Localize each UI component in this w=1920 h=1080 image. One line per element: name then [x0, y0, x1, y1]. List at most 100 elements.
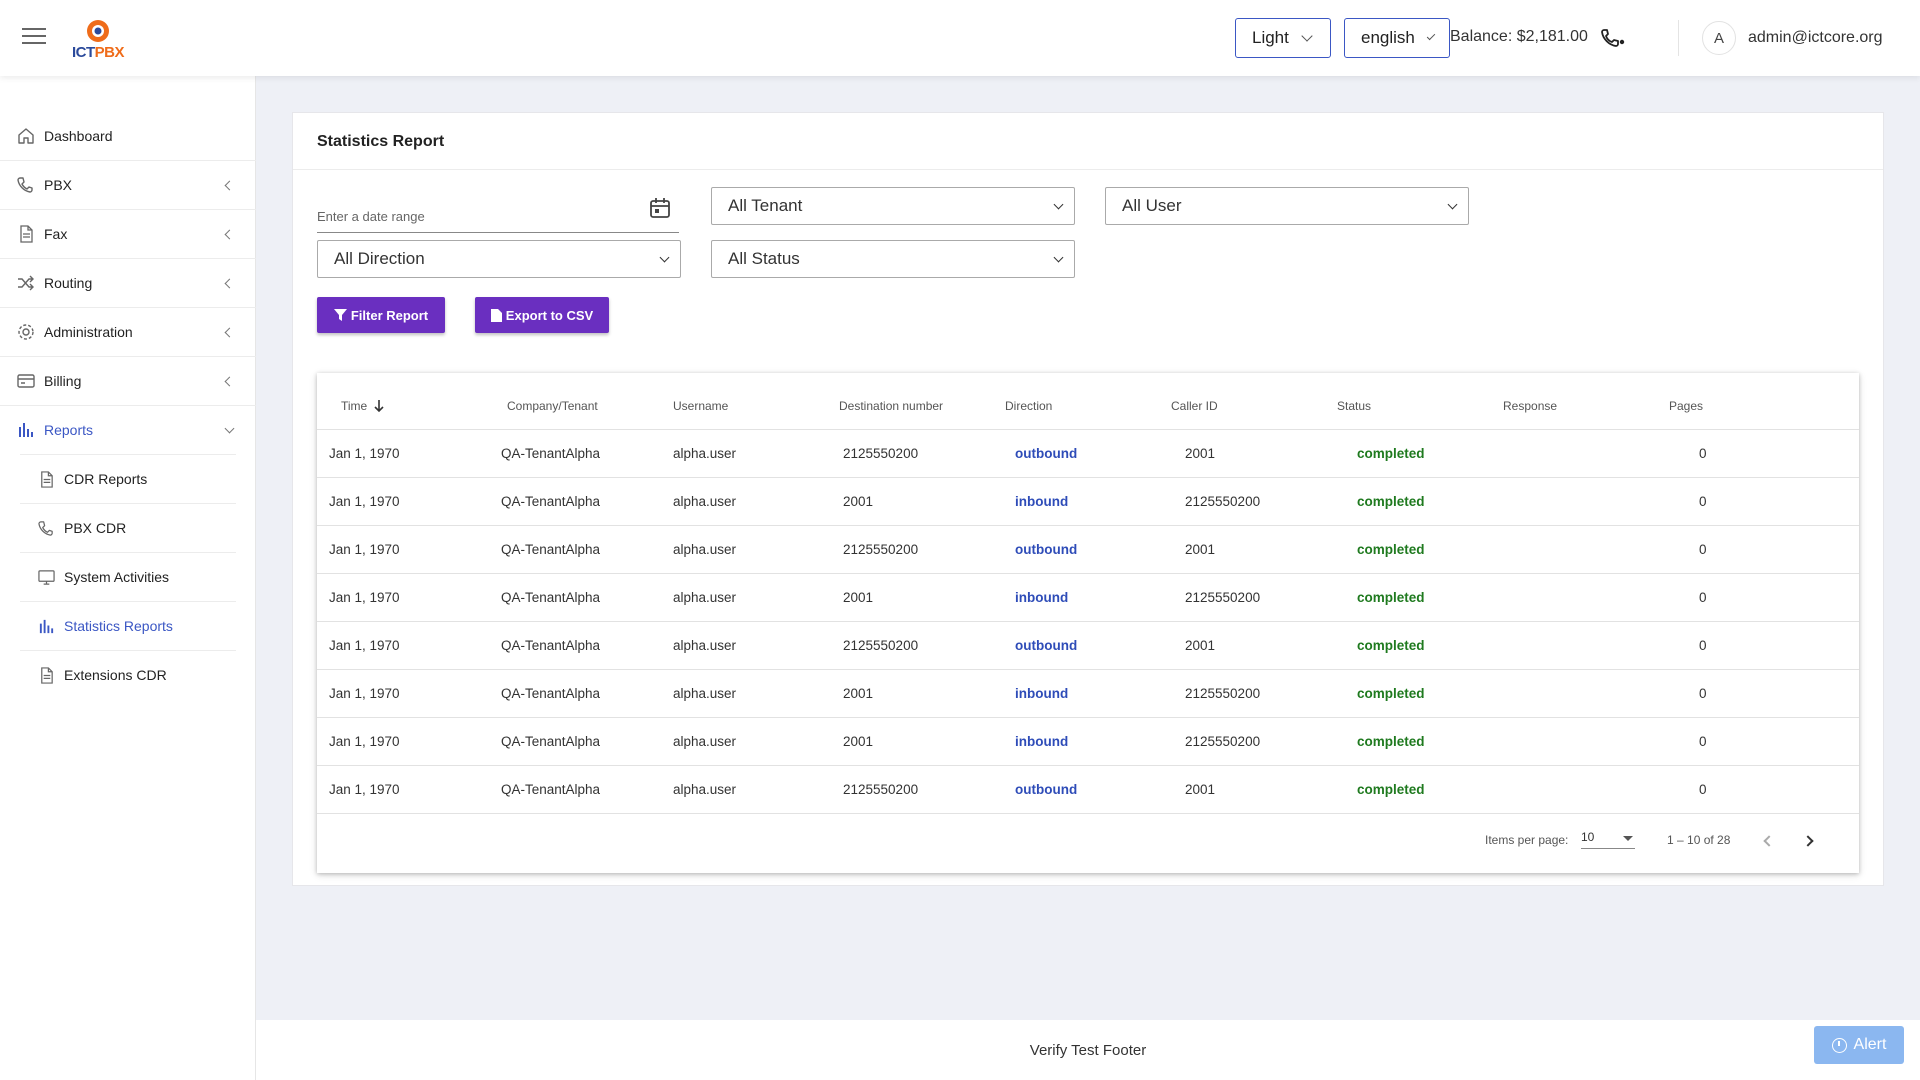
cell-direction: outbound: [1015, 782, 1078, 797]
sidebar-item-label: Reports: [44, 422, 94, 438]
divider: [293, 169, 1883, 170]
statistics-report-card: Statistics Report All Tenant All User Al…: [292, 112, 1884, 886]
divider: [317, 429, 1859, 430]
cell-username: alpha.user: [673, 590, 737, 605]
cell-caller-id: 2001: [1185, 446, 1216, 461]
document-icon: [41, 470, 53, 488]
chevron-left-icon: [224, 229, 235, 239]
chevron-right-icon: [1802, 835, 1814, 847]
calendar-icon[interactable]: [649, 197, 671, 219]
sidebar-item-billing[interactable]: Billing: [0, 357, 256, 405]
next-page-button[interactable]: [1799, 829, 1823, 853]
chevron-left-icon: [224, 327, 235, 337]
column-header-time[interactable]: Time: [341, 399, 386, 413]
divider: [20, 552, 236, 553]
chevron-down-icon: [224, 423, 235, 433]
cell-pages: 0: [1699, 686, 1707, 701]
bar-chart-icon: [39, 619, 54, 633]
sidebar-item-label: Administration: [44, 324, 133, 340]
column-header-response: Response: [1503, 399, 1558, 413]
sidebar-subitem-system-activities[interactable]: System Activities: [38, 553, 236, 601]
column-header-direction: Direction: [1005, 399, 1053, 413]
chevron-left-icon: [224, 376, 235, 386]
pagination-range: 1 – 10 of 28: [1667, 833, 1731, 847]
alert-button[interactable]: Alert: [1814, 1026, 1904, 1064]
column-header-status: Status: [1337, 399, 1372, 413]
sidebar-subitem-extensions-cdr[interactable]: Extensions CDR: [38, 651, 236, 699]
sort-arrow-down-icon: [374, 400, 384, 413]
logo-text: ICTPBX: [72, 44, 125, 61]
cell-direction: inbound: [1015, 494, 1069, 509]
cell-username: alpha.user: [673, 446, 737, 461]
cell-time: Jan 1, 1970: [329, 734, 400, 749]
previous-page-button[interactable]: [1757, 829, 1781, 853]
cell-pages: 0: [1699, 446, 1707, 461]
sidebar-item-fax[interactable]: Fax: [0, 210, 256, 258]
cell-status: completed: [1357, 494, 1425, 509]
header-divider: [1678, 20, 1679, 56]
sidebar-item-administration[interactable]: Administration: [0, 308, 256, 356]
phone-icon[interactable]: [1600, 27, 1626, 49]
tenant-select[interactable]: All Tenant: [711, 187, 1075, 225]
sidebar-subitem-label: Statistics Reports: [64, 618, 173, 634]
table-row: Jan 1, 1970 QA-TenantAlpha alpha.user 20…: [317, 670, 1859, 718]
column-header-destination: Destination number: [839, 399, 944, 413]
avatar[interactable]: A: [1702, 21, 1736, 55]
user-select[interactable]: All User: [1105, 187, 1469, 225]
items-per-page-value: 10: [1581, 830, 1595, 844]
status-select[interactable]: All Status: [711, 240, 1075, 278]
cell-destination: 2125550200: [843, 446, 919, 461]
filter-report-label: Filter Report: [350, 307, 429, 323]
table-row: Jan 1, 1970 QA-TenantAlpha alpha.user 21…: [317, 766, 1859, 814]
sidebar-subitem-pbx-cdr[interactable]: PBX CDR: [38, 504, 236, 552]
date-range-input[interactable]: [317, 193, 679, 233]
filter-icon: [333, 308, 347, 321]
chevron-down-icon: [1426, 31, 1436, 40]
filter-report-button[interactable]: Filter Report: [317, 297, 445, 333]
cell-username: alpha.user: [673, 686, 737, 701]
sidebar-item-dashboard[interactable]: Dashboard: [0, 112, 256, 160]
menu-toggle-icon[interactable]: [22, 28, 46, 46]
sidebar-item-label: Dashboard: [44, 128, 113, 144]
export-csv-label: Export to CSV: [505, 307, 594, 323]
top-header: ICTPBX Light english Balance: $2,181.00 …: [0, 0, 1920, 76]
cell-pages: 0: [1699, 494, 1707, 509]
chevron-down-icon: [1053, 252, 1064, 263]
cell-company: QA-TenantAlpha: [501, 590, 601, 605]
cell-status: completed: [1357, 446, 1425, 461]
document-icon: [41, 666, 53, 684]
user-email[interactable]: admin@ictcore.org: [1748, 29, 1883, 46]
cell-pages: 0: [1699, 734, 1707, 749]
direction-select-value: All Direction: [334, 249, 425, 268]
info-icon: [1831, 1037, 1847, 1053]
cell-destination: 2001: [843, 494, 874, 509]
sidebar-item-reports[interactable]: Reports: [0, 406, 256, 454]
language-select[interactable]: english: [1344, 18, 1450, 58]
cell-username: alpha.user: [673, 494, 737, 509]
alert-button-label: Alert: [1853, 1036, 1887, 1053]
divider: [20, 454, 236, 455]
page-title: Statistics Report: [317, 133, 445, 150]
theme-select[interactable]: Light: [1235, 18, 1331, 58]
export-csv-button[interactable]: Export to CSV: [475, 297, 609, 333]
cell-status: completed: [1357, 782, 1425, 797]
sidebar-item-pbx[interactable]: PBX: [0, 161, 256, 209]
cell-caller-id: 2001: [1185, 782, 1216, 797]
sidebar-item-label: PBX: [44, 177, 73, 193]
sidebar-item-routing[interactable]: Routing: [0, 259, 256, 307]
direction-select[interactable]: All Direction: [317, 240, 681, 278]
footer-text: Verify Test Footer: [1029, 1042, 1147, 1059]
items-per-page-select[interactable]: 10: [1581, 825, 1635, 849]
sidebar-subitem-cdr-reports[interactable]: CDR Reports: [38, 455, 236, 503]
cell-time: Jan 1, 1970: [329, 446, 400, 461]
cell-caller-id: 2001: [1185, 638, 1216, 653]
sidebar-subitem-statistics-reports[interactable]: Statistics Reports: [38, 602, 236, 650]
cell-company: QA-TenantAlpha: [501, 494, 601, 509]
cell-caller-id: 2125550200: [1185, 494, 1261, 509]
cell-username: alpha.user: [673, 638, 737, 653]
footer: Verify Test Footer: [256, 1020, 1920, 1080]
cell-direction: inbound: [1015, 590, 1069, 605]
cell-username: alpha.user: [673, 542, 737, 557]
cell-username: alpha.user: [673, 782, 737, 797]
monitor-icon: [38, 569, 55, 585]
